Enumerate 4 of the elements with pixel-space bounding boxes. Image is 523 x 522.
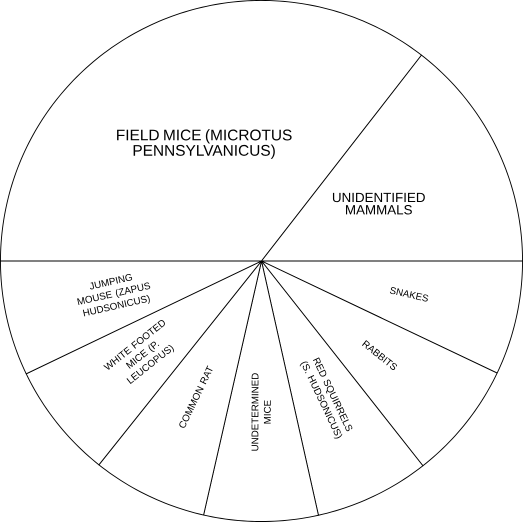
slice-label: UNIDENTIFIED MAMMALS [332, 192, 425, 215]
slice-label: FIELD MICE (MICROTUS PENNSYLVANICUS) [117, 129, 292, 159]
slice-label: SNAKES [390, 287, 428, 302]
slice-label: UNDETERMINED MICE [252, 373, 271, 451]
